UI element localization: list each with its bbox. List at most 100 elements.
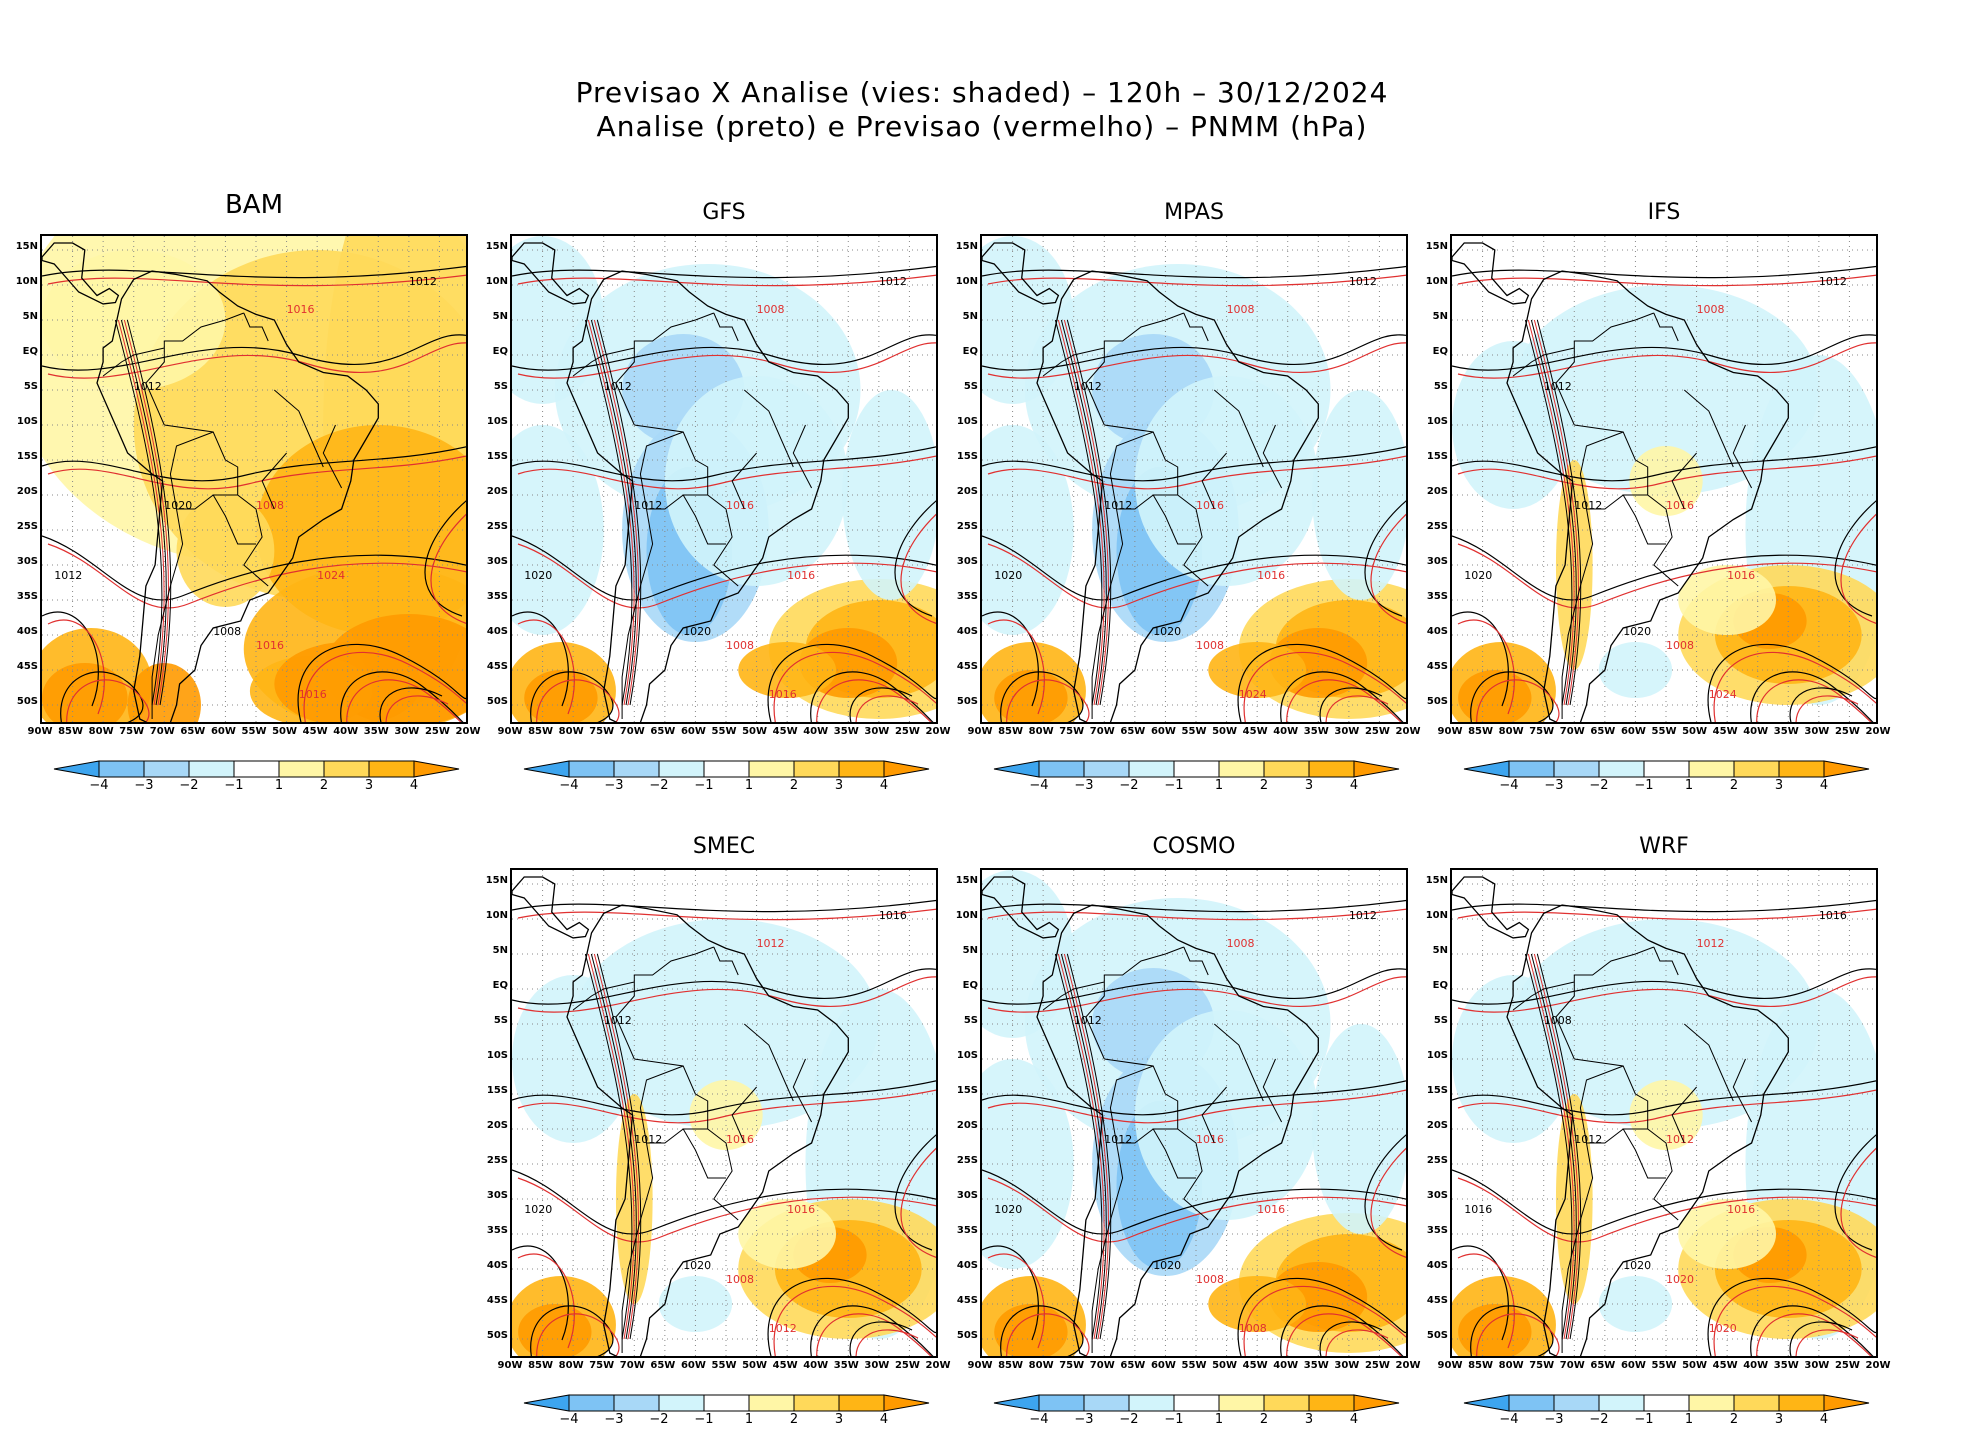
andes-isobar: [1536, 953, 1582, 1340]
lon-label: 70W: [1559, 1360, 1585, 1371]
lon-label: 25W: [894, 1360, 920, 1371]
lat-label: 20S: [1426, 486, 1448, 497]
analysis-isobar: [1452, 1169, 1876, 1235]
colorbar-label: −2: [1119, 1412, 1139, 1427]
analysis-isobar: [1319, 1321, 1383, 1356]
lat-label: 15N: [15, 241, 38, 252]
contour-label: 1008: [1666, 639, 1694, 652]
colorbar-label: 1: [274, 778, 284, 793]
lat-label: 10S: [486, 416, 508, 427]
central-america-coast: [42, 242, 120, 305]
lat-label: 50S: [16, 696, 38, 707]
south-america-coast: [566, 904, 849, 1356]
forecast-isobar: [1457, 342, 1876, 379]
lat-label: EQ: [22, 346, 38, 357]
andes-isobar: [1066, 953, 1112, 1340]
andes-isobar: [584, 953, 633, 1340]
colorbar-label: −4: [89, 778, 109, 793]
country-border: [212, 494, 256, 545]
analysis-isobar: [1834, 500, 1876, 617]
colorbar-label: −1: [1164, 778, 1184, 793]
forecast-isobar: [1457, 1089, 1876, 1124]
forecast-isobar: [855, 695, 919, 722]
analysis-isobar: [767, 643, 936, 722]
forecast-isobar: [517, 976, 936, 1013]
analysis-isobar: [1237, 643, 1406, 722]
lon-label: 30W: [864, 726, 890, 737]
lat-label: 10S: [16, 416, 38, 427]
lon-label: 25W: [1364, 1360, 1390, 1371]
forecast-isobar: [1713, 1285, 1876, 1356]
panel-title: SMEC: [692, 834, 756, 859]
colorbar-box: [1083, 1394, 1130, 1412]
country-border: [1561, 508, 1594, 719]
colorbar-label: 3: [1304, 778, 1314, 793]
lon-label: 60W: [210, 726, 236, 737]
lat-label: 10N: [485, 276, 508, 287]
analysis-isobar: [512, 1080, 936, 1116]
lat-label: 20S: [486, 1120, 508, 1131]
lat-label: 50S: [1426, 1330, 1448, 1341]
lon-label: 65W: [1590, 726, 1616, 737]
lon-label: 50W: [1212, 726, 1238, 737]
lon-label: 40W: [1743, 1360, 1769, 1371]
panel-title: WRF: [1639, 834, 1689, 859]
lon-label: 30W: [1334, 1360, 1360, 1371]
forecast-isobar: [900, 1147, 936, 1258]
lat-label: 20S: [956, 1120, 978, 1131]
colorbar-label: 1: [744, 778, 754, 793]
colorbar: −4 −3 −2 −1 1 2 3 4: [40, 758, 468, 798]
contour-label: 1016: [1196, 1133, 1224, 1146]
contour-label: 1024: [1239, 688, 1267, 701]
colorbar-label: −3: [604, 1412, 624, 1427]
panel-title: COSMO: [1152, 834, 1236, 859]
andes-isobar: [1060, 953, 1107, 1340]
forecast-isobar: [1795, 695, 1859, 722]
lon-label: 45W: [772, 726, 798, 737]
lon-label: 55W: [1181, 726, 1207, 737]
analysis-isobar: [512, 334, 936, 371]
lon-label: 45W: [302, 726, 328, 737]
analysis-isobar: [1707, 643, 1876, 722]
lat-label: 25S: [956, 521, 978, 532]
lon-label: 50W: [1212, 1360, 1238, 1371]
colorbar-box: [98, 760, 145, 778]
colorbar-label: −1: [1634, 778, 1654, 793]
lat-label: 30S: [16, 556, 38, 567]
lat-label: 10S: [956, 416, 978, 427]
lon-label: 85W: [998, 1360, 1024, 1371]
colorbar-box: [1643, 760, 1690, 778]
colorbar-svg: [523, 760, 930, 778]
contour-label: 1016: [787, 569, 815, 582]
lat-label: 15N: [1425, 875, 1448, 886]
analysis-isobar: [810, 671, 934, 722]
analysis-isobar: [1750, 671, 1874, 722]
lat-label: 35S: [16, 591, 38, 602]
contour-label: 1012: [757, 937, 785, 950]
analysis-isobar: [982, 334, 1406, 371]
analysis-isobar: [982, 1169, 1406, 1235]
colorbar-box: [1733, 760, 1780, 778]
colorbar-label: −3: [604, 778, 624, 793]
lon-label: 60W: [680, 726, 706, 737]
country-border: [1262, 1058, 1283, 1123]
lon-label: 85W: [998, 726, 1024, 737]
country-border: [1201, 452, 1227, 510]
colorbar-label: 3: [364, 778, 374, 793]
lat-label: 5N: [1432, 311, 1448, 322]
lon-label: 50W: [1682, 726, 1708, 737]
andes-isobar: [1054, 953, 1103, 1340]
colorbar-label: 1: [1214, 778, 1224, 793]
colorbar-label: 3: [1774, 778, 1784, 793]
lon-label: 65W: [1590, 1360, 1616, 1371]
colorbar-svg: [523, 1394, 930, 1412]
map-bam: 1012 1016 1012 1008 1012 1016 1020 1024 1008 1016: [40, 234, 468, 724]
south-america-coast: [1506, 270, 1789, 722]
lon-label: 40W: [803, 726, 829, 737]
analysis-isobar: [894, 500, 936, 617]
lat-label: 25S: [1426, 521, 1448, 532]
central-america-coast: [982, 242, 1060, 305]
lon-label: 35W: [1773, 726, 1799, 737]
panel-bam: BAM 15N 10N 5N EQ 5S 10S 15S 20S 25S 30S 35S 40S 45S 5…: [0, 190, 481, 800]
